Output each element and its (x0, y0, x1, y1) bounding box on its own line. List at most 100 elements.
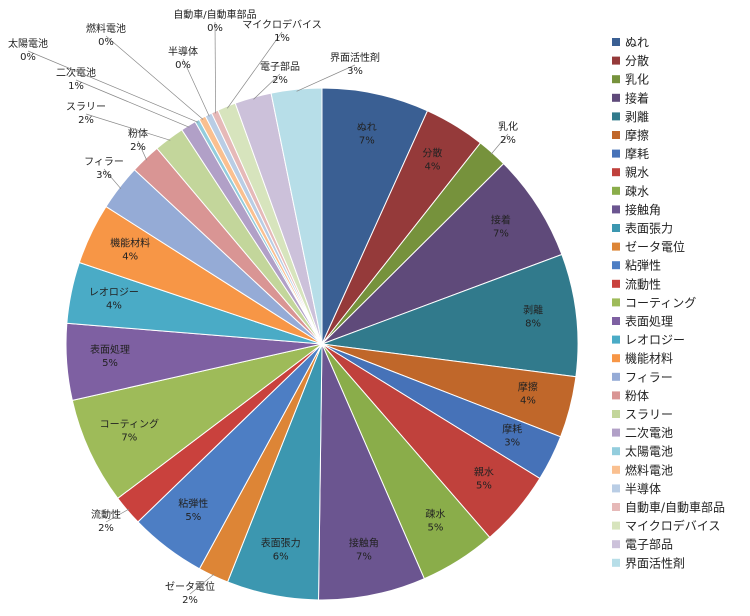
slice-name-label-16: レオロジー (89, 286, 139, 298)
pie-slice-9 (318, 343, 425, 601)
slice-percent-label-14: 7% (121, 433, 137, 444)
leader-line-23 (105, 35, 204, 120)
legend-label-19: 粉体 (625, 389, 649, 403)
legend-swatch-13 (612, 279, 620, 288)
legend-swatch-18 (612, 372, 620, 381)
leader-line-18 (103, 168, 122, 190)
slice-name-label-4: 剥離 (523, 304, 543, 317)
slice-name-label-9: 接触角 (349, 536, 379, 549)
leader-line-22 (27, 50, 199, 123)
pie-slice-28 (270, 87, 323, 345)
legend-swatch-12 (612, 261, 620, 270)
leader-line-24 (182, 58, 210, 117)
slice-percent-label-1: 4% (424, 161, 440, 172)
slice-percent-label-6: 3% (504, 438, 520, 449)
slice-percent-label-19: 2% (130, 142, 146, 153)
slice-name-label-20: スラリー (66, 101, 106, 113)
legend-label-3: 接着 (625, 90, 649, 105)
legend-swatch-10 (612, 224, 620, 232)
slice-percent-label-9: 7% (356, 551, 372, 562)
slice-name-label-28: 界面活性剤 (330, 51, 380, 64)
slice-percent-label-10: 6% (273, 551, 289, 562)
slice-percent-label-18: 3% (96, 170, 112, 181)
slice-percent-label-4: 8% (525, 319, 541, 330)
legend-swatch-15 (612, 317, 620, 325)
slice-name-label-26: マイクロデバイス (242, 18, 322, 31)
legend-swatch-3 (612, 93, 620, 102)
legend-label-22: 太陽電池 (625, 444, 673, 459)
slice-name-label-15: 表面処理 (90, 343, 130, 356)
slice-name-label-22: 太陽電池 (8, 37, 48, 50)
legend-label-26: マイクロデバイス (625, 518, 720, 533)
slice-percent-label-8: 5% (427, 523, 443, 534)
legend-swatch-16 (612, 335, 620, 344)
slice-percent-label-0: 7% (359, 135, 375, 146)
leader-line-27 (253, 73, 281, 100)
legend-swatch-9 (612, 205, 620, 214)
pie-slices (65, 87, 579, 601)
leader-line-13 (105, 508, 130, 523)
legend-swatch-25 (612, 503, 620, 511)
slice-name-label-25: 自動車/自動車部品 (173, 8, 256, 21)
legend-label-14: コーティング (625, 296, 696, 310)
legend-swatch-21 (612, 428, 620, 437)
legend-swatch-1 (612, 56, 620, 65)
leader-line-26 (227, 31, 283, 109)
slice-name-label-6: 摩耗 (502, 423, 522, 436)
legend-swatch-17 (612, 354, 620, 363)
legend-swatch-14 (612, 298, 620, 307)
slice-percent-label-16: 4% (106, 300, 122, 311)
slice-percent-label-3: 7% (493, 228, 509, 239)
slice-name-label-18: フィラー (84, 156, 124, 168)
legend-label-5: 摩擦 (625, 128, 649, 143)
pie-slice-3 (321, 162, 563, 345)
slice-name-label-0: ぬれ (357, 121, 377, 133)
slice-name-label-10: 表面張力 (261, 536, 301, 549)
slice-percent-label-23: 0% (98, 37, 114, 48)
slice-percent-label-12: 5% (185, 512, 201, 523)
slice-percent-label-28: 3% (347, 66, 363, 77)
legend-label-28: 界面活性剤 (625, 555, 685, 570)
slice-percent-label-20: 2% (78, 115, 94, 126)
legend-swatch-28 (612, 558, 620, 567)
slice-name-label-12: 粘弾性 (178, 497, 208, 510)
legend-label-25: 自動車/自動車部品 (625, 500, 725, 515)
legend-label-13: 流動性 (625, 277, 661, 291)
slice-name-label-19: 粉体 (128, 127, 148, 140)
slice-percent-label-7: 5% (476, 481, 492, 492)
legend-swatch-24 (612, 484, 620, 493)
leader-line-19 (137, 140, 148, 161)
slice-name-label-14: コーティング (100, 418, 159, 431)
legend-swatch-23 (612, 465, 620, 474)
slice-name-label-3: 接着 (491, 213, 511, 226)
slice-name-label-11: ゼータ電位 (165, 580, 215, 593)
slice-name-label-13: 流動性 (91, 508, 121, 521)
legend-label-12: 粘弾性 (625, 258, 661, 273)
pie-data-labels: ぬれ 7% 分散 4% 乳化 2% 接着 7% 剥離 8% 摩擦 4% 摩耗 3% 親水 5% 疎水 5% 接触角 7… (8, 8, 543, 606)
pie-slice-14 (71, 343, 323, 500)
legend-label-11: ゼータ電位 (625, 239, 685, 254)
legend-label-9: 接触角 (625, 202, 661, 217)
legend-swatch-11 (612, 242, 620, 251)
legend-swatch-2 (612, 75, 620, 84)
slice-name-label-23: 燃料電池 (86, 22, 126, 35)
legend-label-20: スラリー (625, 408, 673, 422)
legend-swatch-8 (612, 186, 620, 195)
slice-percent-label-17: 4% (122, 252, 138, 263)
slice-percent-label-21: 1% (68, 81, 84, 92)
legend-label-0: ぬれ (625, 36, 649, 50)
legend-label-10: 表面張力 (625, 222, 673, 236)
slice-percent-label-24: 0% (175, 60, 191, 71)
pie-slice-0 (321, 87, 429, 345)
slice-name-label-8: 疎水 (425, 509, 445, 521)
slice-percent-label-13: 2% (98, 523, 114, 534)
legend-label-18: フィラー (625, 370, 673, 384)
legend-swatch-5 (612, 131, 620, 139)
legend-label-7: 親水 (625, 166, 649, 180)
slice-name-label-1: 分散 (422, 146, 442, 159)
slice-percent-label-11: 2% (182, 595, 198, 606)
slice-percent-label-15: 5% (102, 358, 118, 369)
legend: ぬれ分散乳化接着剥離摩擦摩耗親水疎水接触角表面張力ゼータ電位粘弾性流動性コーティ… (612, 36, 725, 570)
legend-label-23: 燃料電池 (625, 462, 673, 477)
